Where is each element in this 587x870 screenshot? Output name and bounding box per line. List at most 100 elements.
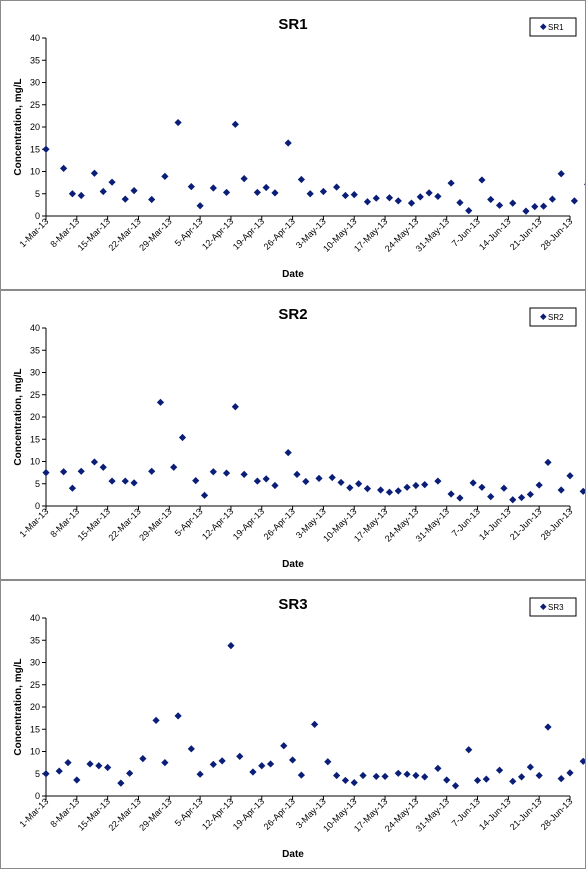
data-point	[434, 477, 442, 485]
data-point	[42, 770, 50, 778]
y-tick-label: 15	[30, 724, 40, 734]
legend: SR2	[529, 307, 577, 327]
data-point	[152, 716, 160, 724]
data-point	[434, 764, 442, 773]
chart-title: SR2	[278, 306, 307, 323]
data-point	[187, 745, 195, 753]
data-point	[262, 475, 270, 483]
data-point	[227, 641, 235, 650]
data-point	[350, 779, 358, 787]
y-tick-label: 15	[30, 434, 40, 444]
x-tick-label: 12-Apr-13	[200, 796, 235, 831]
y-tick-label: 30	[30, 78, 40, 88]
data-point	[341, 776, 350, 785]
data-point	[95, 762, 103, 770]
data-point	[297, 175, 305, 184]
data-point	[478, 483, 486, 491]
data-point	[385, 194, 394, 202]
x-tick-label: 12-Apr-13	[200, 216, 235, 251]
data-point	[328, 473, 336, 482]
data-point	[240, 470, 248, 479]
data-point	[478, 176, 486, 184]
data-point	[517, 773, 526, 781]
data-point	[403, 483, 411, 491]
series-sr1	[42, 118, 585, 215]
y-tick-label: 10	[30, 747, 40, 757]
data-point	[557, 170, 565, 178]
data-point	[315, 474, 323, 483]
x-tick-label: 14-Jun-13	[477, 796, 513, 832]
y-tick-label: 0	[35, 791, 40, 801]
data-point	[284, 449, 292, 457]
data-point	[346, 484, 354, 492]
data-point	[271, 481, 279, 490]
data-point	[178, 433, 187, 442]
y-tick-label: 30	[30, 368, 40, 378]
chart-panel-sr3: SR3 SR3 0 5 10 15 20 25 30 35 40 1-Mar-13 8-Mar-13 15…	[0, 580, 586, 869]
data-point	[271, 189, 279, 197]
x-tick-label: 19-Apr-13	[231, 796, 266, 831]
data-point	[548, 195, 556, 203]
y-tick-label: 0	[35, 501, 40, 511]
data-point	[209, 760, 217, 769]
y-tick-label: 15	[30, 144, 40, 154]
data-point	[297, 771, 305, 779]
data-point	[377, 486, 385, 494]
data-point	[130, 187, 138, 195]
x-tick-label: 12-Apr-13	[200, 506, 235, 541]
data-point	[421, 773, 429, 781]
data-point	[258, 762, 266, 770]
data-point	[421, 481, 429, 489]
data-point	[174, 712, 182, 720]
x-tick-label: 29-Mar-13	[137, 796, 173, 832]
data-point	[363, 198, 372, 206]
data-point	[77, 191, 85, 200]
x-axis-label: Date	[282, 269, 304, 280]
x-tick-label: 15-Mar-13	[76, 216, 112, 252]
y-tick-label: 0	[35, 211, 40, 221]
data-point	[495, 766, 504, 774]
x-tick-label: 21-Jun-13	[508, 216, 544, 252]
data-point	[288, 756, 297, 764]
data-point	[42, 145, 50, 153]
data-point	[522, 207, 530, 215]
data-point	[509, 777, 517, 785]
legend-box	[529, 597, 577, 617]
data-point	[231, 120, 239, 128]
y-tick-label: 5	[35, 189, 40, 199]
y-tick-label: 10	[30, 167, 40, 177]
data-point	[249, 768, 257, 776]
data-point	[139, 755, 147, 763]
data-point	[566, 472, 574, 480]
y-tick-label: 30	[30, 658, 40, 668]
chart-sr1: SR1 SR105101520253035401-Mar-138-Mar-1315…	[13, 16, 585, 280]
data-point	[209, 468, 217, 476]
x-tick-label: 29-Mar-13	[137, 506, 173, 542]
chart-panel-sr2: SR2 SR2 0 5 10 15 20 25 30 35 40 1-Mar-13 8-Mar-13 15…	[0, 290, 586, 580]
data-point	[447, 179, 455, 187]
data-point	[473, 776, 482, 785]
data-point	[363, 485, 372, 493]
data-point	[394, 487, 402, 495]
data-point	[60, 468, 68, 476]
y-tick-label: 5	[35, 769, 40, 779]
data-point	[557, 486, 565, 494]
x-tick-label: 29-Mar-13	[137, 216, 173, 252]
x-tick-label: 15-Mar-13	[76, 796, 112, 832]
data-point	[104, 763, 112, 772]
data-point	[482, 775, 490, 783]
data-point	[539, 202, 548, 210]
data-point	[526, 763, 534, 771]
data-point	[487, 195, 495, 204]
data-point	[403, 770, 411, 778]
data-point	[126, 769, 134, 777]
legend-box	[529, 307, 577, 327]
x-tick-label: 31-May-13	[414, 506, 451, 543]
data-point	[495, 201, 504, 209]
legend-label: SR1	[548, 23, 564, 32]
data-point	[425, 189, 433, 197]
data-point	[394, 197, 402, 205]
data-point	[222, 469, 231, 477]
legend-label: SR3	[548, 603, 564, 612]
data-point	[86, 760, 94, 768]
